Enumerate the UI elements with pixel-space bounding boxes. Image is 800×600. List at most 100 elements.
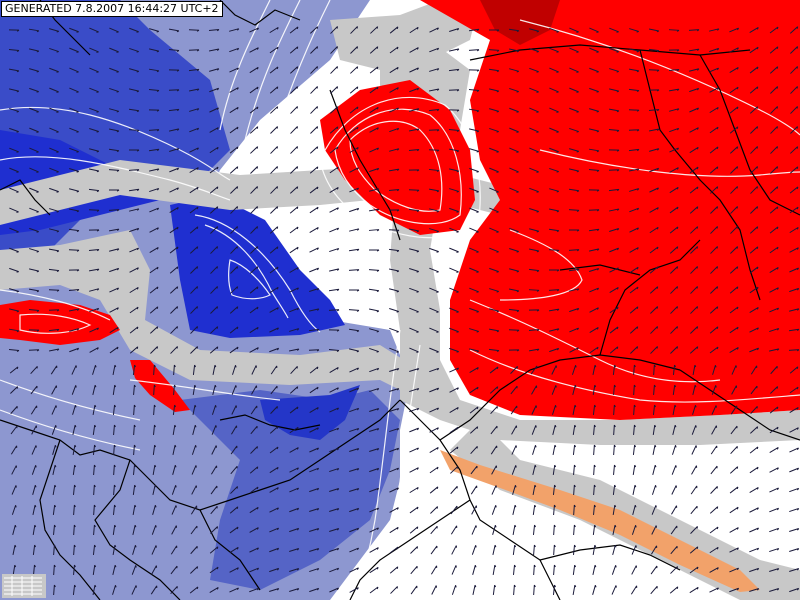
- wind-arrow-icon: [329, 247, 340, 253]
- wind-arrow-icon: [169, 286, 179, 294]
- wind-arrow-icon: [309, 267, 320, 273]
- wind-arrow-icon: [488, 348, 500, 353]
- wind-arrow-icon: [250, 166, 259, 174]
- wind-arrow-icon: [250, 405, 258, 415]
- wind-arrow-icon: [89, 47, 99, 53]
- wind-arrow-icon: [231, 405, 238, 415]
- wind-arrow-icon: [789, 308, 800, 312]
- wind-arrow-icon: [568, 188, 580, 193]
- wind-arrow-icon: [489, 267, 499, 273]
- wind-arrow-icon: [709, 346, 719, 354]
- wind-arrow-icon: [633, 384, 636, 396]
- wind-arrow-icon: [609, 208, 620, 212]
- wind-arrow-icon: [309, 227, 319, 233]
- wind-arrow-icon: [49, 28, 59, 33]
- wind-arrow-icon: [572, 564, 577, 576]
- wind-arrow-icon: [170, 346, 178, 354]
- wind-arrow-icon: [29, 127, 39, 133]
- wind-arrow-icon: [289, 527, 300, 533]
- wind-arrow-icon: [450, 525, 458, 535]
- wind-arrow-icon: [629, 188, 640, 192]
- wind-arrow-icon: [769, 507, 780, 513]
- wind-arrow-icon: [489, 386, 499, 394]
- wind-arrow-icon: [428, 149, 440, 152]
- wind-arrow-icon: [509, 187, 519, 193]
- wind-arrow-icon: [10, 386, 19, 394]
- wind-arrow-icon: [269, 507, 279, 513]
- wind-arrow-icon: [229, 166, 239, 174]
- wind-arrow-icon: [709, 506, 719, 514]
- wind-arrow-icon: [549, 328, 560, 332]
- wind-arrow-icon: [729, 506, 739, 514]
- wind-arrow-icon: [691, 425, 697, 435]
- wind-arrow-icon: [769, 66, 779, 74]
- wind-arrow-icon: [69, 67, 79, 73]
- wind-arrow-icon: [648, 28, 660, 33]
- wind-arrow-icon: [789, 247, 799, 253]
- wind-arrow-icon: [289, 588, 300, 592]
- wind-arrow-icon: [489, 308, 500, 313]
- wind-arrow-icon: [133, 384, 136, 396]
- wind-arrow-icon: [671, 485, 678, 495]
- wind-arrow-icon: [789, 528, 800, 532]
- wind-arrow-icon: [529, 67, 539, 73]
- wind-arrow-icon: [93, 524, 96, 536]
- wind-arrow-icon: [429, 327, 439, 333]
- wind-arrow-icon: [309, 587, 320, 593]
- wind-arrow-icon: [92, 544, 97, 556]
- wind-arrow-icon: [370, 26, 379, 34]
- wind-arrow-icon: [48, 309, 60, 312]
- wind-arrow-icon: [289, 287, 299, 293]
- wind-arrow-icon: [790, 86, 798, 94]
- wind-arrow-icon: [249, 587, 260, 593]
- wind-arrow-icon: [368, 288, 380, 293]
- wind-arrow-icon: [612, 364, 617, 376]
- wind-arrow-icon: [389, 66, 399, 74]
- wind-arrow-icon: [89, 148, 100, 153]
- wind-arrow-icon: [770, 186, 779, 194]
- wind-arrow-icon: [749, 587, 760, 593]
- wind-arrow-icon: [431, 585, 438, 595]
- wind-arrow-icon: [429, 208, 440, 213]
- wind-arrow-icon: [172, 404, 177, 416]
- wind-arrow-icon: [592, 544, 597, 556]
- wind-arrow-icon: [628, 148, 640, 152]
- wind-arrow-icon: [29, 227, 39, 233]
- wind-arrow-icon: [8, 29, 20, 32]
- wind-arrow-icon: [289, 406, 299, 414]
- wind-arrow-icon: [349, 507, 360, 513]
- wind-arrow-icon: [72, 444, 77, 456]
- wind-arrow-icon: [588, 189, 600, 192]
- wind-arrow-icon: [549, 27, 559, 33]
- wind-arrow-icon: [389, 26, 399, 34]
- wind-arrow-icon: [369, 448, 380, 452]
- wind-arrow-icon: [309, 567, 320, 573]
- wind-arrow-icon: [750, 426, 759, 434]
- wind-arrow-icon: [589, 108, 599, 113]
- wind-arrow-icon: [69, 347, 80, 353]
- wind-arrow-icon: [8, 328, 20, 333]
- wind-arrow-icon: [670, 286, 679, 294]
- wind-arrow-icon: [730, 425, 738, 435]
- wind-arrow-icon: [769, 568, 780, 572]
- wind-arrow-icon: [189, 108, 200, 112]
- wind-arrow-icon: [409, 526, 419, 534]
- wind-arrow-icon: [169, 187, 179, 193]
- wind-arrow-icon: [289, 246, 299, 254]
- wind-arrow-icon: [469, 207, 479, 213]
- wind-arrow-icon: [548, 249, 560, 252]
- wind-arrow-icon: [672, 404, 677, 416]
- legend-swatch-icon: [2, 574, 46, 598]
- wind-arrow-icon: [749, 446, 759, 454]
- wind-arrow-icon: [749, 507, 759, 513]
- wind-arrow-icon: [569, 107, 579, 113]
- wind-arrow-icon: [709, 67, 720, 73]
- wind-arrow-icon: [529, 167, 539, 173]
- wind-arrow-icon: [609, 47, 619, 53]
- wind-arrow-icon: [329, 447, 340, 453]
- wind-arrow-icon: [551, 385, 557, 395]
- wind-arrow-icon: [449, 28, 460, 32]
- wind-arrow-icon: [408, 228, 420, 233]
- wind-arrow-icon: [429, 267, 439, 273]
- wind-arrow-icon: [449, 307, 459, 313]
